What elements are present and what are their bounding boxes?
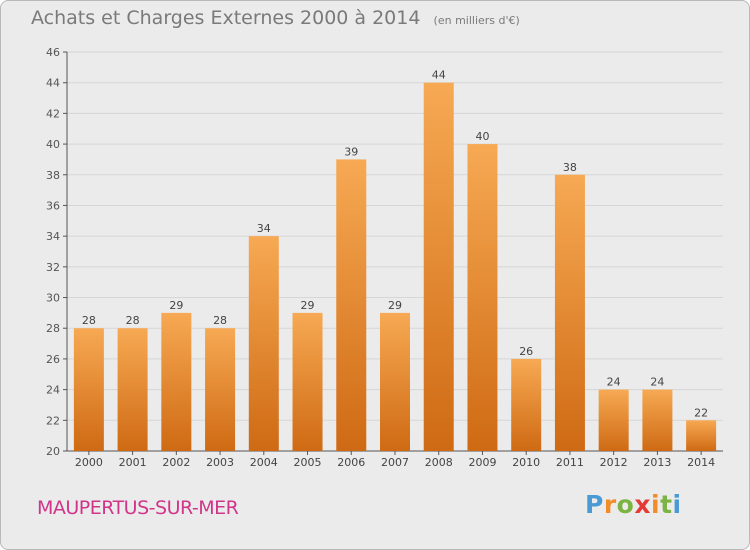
y-tick-label: 34 bbox=[46, 230, 60, 243]
y-tick-label: 46 bbox=[46, 46, 60, 59]
x-tick-label: 2000 bbox=[75, 456, 103, 469]
data-label: 38 bbox=[563, 161, 577, 174]
data-label: 28 bbox=[82, 314, 96, 327]
data-label: 34 bbox=[257, 222, 271, 235]
bar bbox=[467, 144, 498, 452]
x-tick-label: 2005 bbox=[294, 456, 322, 469]
data-label: 24 bbox=[607, 376, 621, 389]
x-tick-label: 2002 bbox=[162, 456, 190, 469]
x-tick-label: 2004 bbox=[250, 456, 278, 469]
chart-subtitle: (en milliers d'€) bbox=[433, 14, 520, 27]
data-label: 40 bbox=[475, 130, 489, 143]
x-tick-label: 2008 bbox=[425, 456, 453, 469]
data-label: 39 bbox=[344, 145, 358, 158]
bar bbox=[292, 312, 323, 451]
data-label: 44 bbox=[432, 69, 446, 82]
x-tick-label: 2013 bbox=[643, 456, 671, 469]
bar bbox=[205, 328, 236, 451]
logo-letter: x bbox=[634, 490, 651, 519]
bar bbox=[511, 358, 542, 451]
x-tick-label: 2009 bbox=[468, 456, 496, 469]
bar bbox=[598, 389, 629, 451]
y-tick-label: 24 bbox=[46, 384, 60, 397]
y-tick-label: 38 bbox=[46, 169, 60, 182]
y-tick-label: 20 bbox=[46, 445, 60, 458]
x-tick-label: 2011 bbox=[556, 456, 584, 469]
chart-title: Achats et Charges Externes 2000 à 2014 bbox=[31, 7, 421, 29]
x-tick-label: 2007 bbox=[381, 456, 409, 469]
bar bbox=[380, 312, 410, 451]
y-tick-label: 44 bbox=[46, 77, 60, 90]
data-label: 29 bbox=[169, 299, 183, 312]
bar bbox=[423, 82, 454, 451]
data-label: 24 bbox=[650, 376, 664, 389]
y-tick-label: 36 bbox=[46, 199, 60, 212]
y-tick-label: 40 bbox=[46, 138, 60, 151]
logo-letter: i bbox=[651, 490, 661, 519]
y-tick-label: 26 bbox=[46, 353, 60, 366]
title-block: Achats et Charges Externes 2000 à 2014 (… bbox=[31, 7, 520, 29]
bars bbox=[73, 82, 717, 452]
bar bbox=[336, 159, 367, 451]
x-tick-label: 2001 bbox=[119, 456, 147, 469]
data-label: 28 bbox=[213, 314, 227, 327]
y-tick-label: 32 bbox=[46, 261, 60, 274]
bar bbox=[642, 389, 673, 451]
data-label: 29 bbox=[388, 299, 402, 312]
bar bbox=[73, 328, 104, 451]
y-tick-label: 22 bbox=[46, 414, 60, 427]
logo-letter: o bbox=[616, 490, 635, 519]
x-tick-label: 2003 bbox=[206, 456, 234, 469]
x-tick-label: 2012 bbox=[600, 456, 628, 469]
x-tick-label: 2010 bbox=[512, 456, 540, 469]
data-label: 28 bbox=[126, 314, 140, 327]
bar bbox=[686, 420, 717, 451]
y-tick-label: 42 bbox=[46, 107, 60, 120]
logo-letter: r bbox=[603, 490, 617, 519]
logo-letter: P bbox=[585, 490, 604, 519]
y-tick-label: 28 bbox=[46, 322, 60, 335]
bar bbox=[248, 236, 279, 451]
bar bbox=[161, 312, 192, 451]
data-label: 22 bbox=[694, 406, 708, 419]
x-tick-label: 2006 bbox=[337, 456, 365, 469]
bar bbox=[117, 328, 148, 451]
bar bbox=[554, 174, 585, 451]
data-label: 26 bbox=[519, 345, 533, 358]
x-tick-label: 2014 bbox=[687, 456, 715, 469]
y-tick-label: 30 bbox=[46, 292, 60, 305]
commune-name: MAUPERTUS-SUR-MER bbox=[37, 497, 239, 519]
proxiti-logo[interactable]: Proxiti bbox=[585, 490, 682, 519]
logo-letter: i bbox=[672, 490, 682, 519]
logo-letter: t bbox=[660, 490, 673, 519]
data-label: 29 bbox=[301, 299, 315, 312]
data-labels: 28 28 29 28 34 29 39 29 44 40 26 38 24 24 22 bbox=[82, 69, 708, 420]
axes: 20 22 24 26 28 30 32 34 36 38 40 42 44 46 2000 2001 2002… bbox=[46, 46, 723, 469]
